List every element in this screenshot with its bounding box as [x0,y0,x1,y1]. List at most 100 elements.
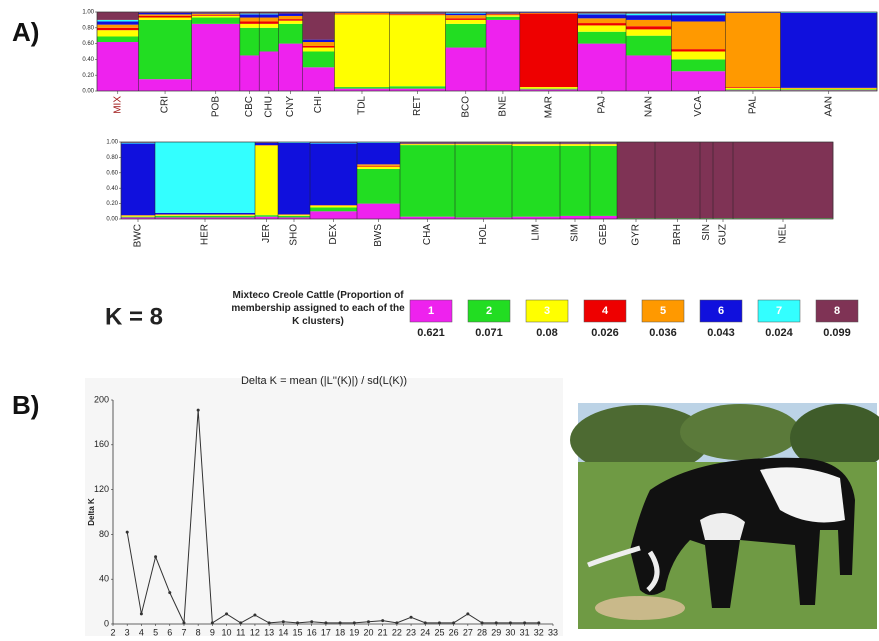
cow-patch [760,467,845,523]
membership-bar [560,143,591,145]
membership-bar [671,49,726,52]
y-tick-label: 0.80 [82,25,94,31]
membership-bar [671,15,726,22]
x-tick-label: 9 [210,627,215,637]
membership-bar [310,142,358,144]
membership-bar [239,13,260,15]
x-tick-label: 33 [548,627,558,637]
x-tick-label: CHI [313,96,324,113]
membership-bar [310,207,358,212]
y-tick-label: 1.00 [106,140,118,146]
membership-bar [486,19,521,91]
x-tick-label: 3 [125,627,130,637]
cluster-label: 8 [834,305,840,317]
delta-k-point [381,619,385,623]
x-tick-label: HOL [478,224,489,245]
x-tick-label: 16 [307,627,317,637]
membership-bar [239,21,260,24]
membership-bar [671,71,726,91]
delta-k-point [225,612,229,616]
cluster-label: 1 [428,305,434,317]
tree [680,404,800,460]
membership-bar [191,13,241,16]
x-tick-label: 27 [463,627,473,637]
x-tick-label: DEX [328,224,339,245]
membership-bar [445,19,487,24]
x-tick-label: SHO [289,224,300,246]
membership-bar [725,12,781,13]
x-tick-label: TDL [357,96,368,115]
x-tick-label: POB [210,96,221,117]
membership-bar [259,14,279,18]
membership-bar [155,142,256,213]
y-tick-label: 0.00 [82,89,94,95]
membership-bar [191,15,241,18]
membership-bar [155,214,256,216]
membership-bar [255,145,279,216]
membership-bar [121,142,156,144]
y-axis-label: Delta K [87,498,96,526]
x-tick-label: BNE [498,96,509,117]
membership-bar [97,24,139,28]
membership-bar [357,203,401,219]
membership-bar [713,142,734,219]
membership-bar [278,23,303,44]
membership-bar [445,47,487,91]
membership-bar [519,87,579,89]
x-tick-label: 22 [392,627,402,637]
membership-bar [725,90,781,91]
membership-bar [519,13,579,88]
membership-bar [121,216,156,218]
cluster-swatch [409,299,453,323]
membership-bar [138,12,192,15]
membership-bar [626,55,672,91]
membership-bar [400,142,456,143]
x-tick-label: 5 [153,627,158,637]
y-tick-label: 0 [104,618,109,628]
membership-bar [97,12,139,20]
membership-bar [259,17,279,22]
membership-bar [259,51,279,91]
x-tick-label: 23 [406,627,416,637]
membership-bar [302,12,335,40]
delta-k-point [196,408,200,412]
membership-bar [278,142,311,215]
membership-bar [560,144,591,146]
membership-bar [310,211,358,219]
x-tick-label: 12 [250,627,260,637]
delta-k-point [494,621,498,625]
x-tick-label: MAR [543,96,554,118]
membership-bar [191,17,241,24]
delta-k-point [324,621,328,625]
membership-bar [626,13,672,16]
membership-bar [389,12,446,14]
cluster-swatch [525,299,569,323]
membership-bar [560,142,591,143]
membership-bar [512,142,561,144]
membership-bar [560,215,591,219]
x-tick-label: 4 [139,627,144,637]
membership-bar [121,215,156,217]
membership-bar [259,23,279,28]
membership-bar [239,14,260,18]
membership-bar [310,143,358,206]
panel-label: A) [12,17,39,47]
membership-bar [155,215,256,218]
x-tick-label: 29 [491,627,501,637]
membership-bar [560,145,591,216]
membership-bar [455,217,513,219]
membership-bar [334,88,390,91]
x-tick-label: GEB [598,224,609,245]
membership-bar [671,59,726,72]
delta-k-point [537,621,541,625]
membership-bar [302,51,335,68]
membership-bar [278,215,311,216]
membership-bar [700,218,714,219]
membership-bar [655,142,701,219]
y-tick-label: 0.20 [106,201,118,207]
delta-k-point [296,621,300,625]
membership-bar [512,142,561,143]
membership-bar [138,79,192,91]
membership-bar [700,142,714,219]
cluster-label: 7 [776,305,782,317]
